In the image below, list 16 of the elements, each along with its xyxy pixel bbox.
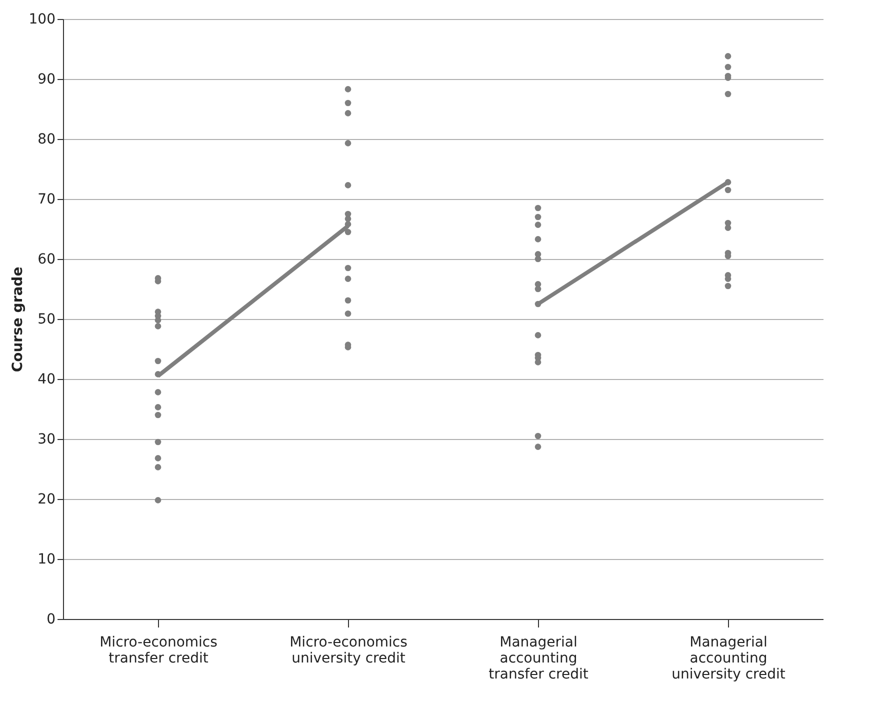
y-tick-label: 100 bbox=[28, 12, 56, 28]
x-tick-label: Managerial accounting university credit bbox=[672, 634, 786, 682]
x-tick-label: Micro-economics transfer credit bbox=[100, 634, 218, 666]
y-axis-title: Course grade bbox=[10, 266, 26, 372]
y-tick-label: 50 bbox=[38, 312, 56, 328]
y-tick-label: 10 bbox=[38, 552, 56, 568]
y-tick-label: 40 bbox=[38, 372, 56, 388]
y-tick-label: 60 bbox=[38, 252, 56, 268]
y-tick-label: 0 bbox=[46, 612, 56, 628]
y-tick-label: 70 bbox=[38, 192, 56, 208]
x-tick-label: Micro-economics university credit bbox=[290, 634, 408, 666]
x-tick-label: Managerial accounting transfer credit bbox=[488, 634, 589, 682]
y-tick-label: 20 bbox=[38, 492, 56, 508]
y-tick-label: 90 bbox=[38, 72, 56, 88]
y-tick-label: 30 bbox=[38, 432, 56, 448]
y-tick-label: 80 bbox=[38, 132, 56, 148]
